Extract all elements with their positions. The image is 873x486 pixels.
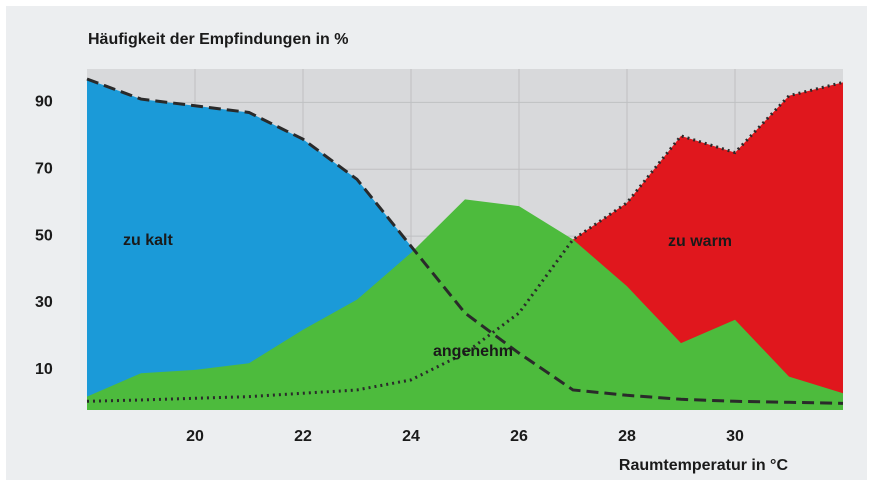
y-tick-label: 50 [35,227,53,244]
series-label: zu warm [668,233,732,250]
x-axis-label: Raumtemperatur in °C [619,457,789,474]
boundary-line [86,80,844,403]
x-tick-label: 28 [618,428,636,445]
x-tick-label: 30 [726,428,744,445]
x-tick-label: 26 [510,428,528,445]
chart-title: Häufigkeit der Empfindungen in % [88,31,348,48]
series-label: zu kalt [123,232,173,249]
y-tick-label: 30 [35,294,53,311]
y-tick-label: 90 [35,94,53,111]
x-tick-label: 20 [186,428,204,445]
area [87,199,843,410]
y-tick-label: 10 [35,361,53,378]
y-tick-label: 70 [35,161,53,178]
x-tick-label: 24 [402,428,420,445]
series-label: angenehm [433,343,513,360]
x-tick-label: 22 [294,428,312,445]
area [87,79,843,410]
boundary-line [86,77,844,405]
